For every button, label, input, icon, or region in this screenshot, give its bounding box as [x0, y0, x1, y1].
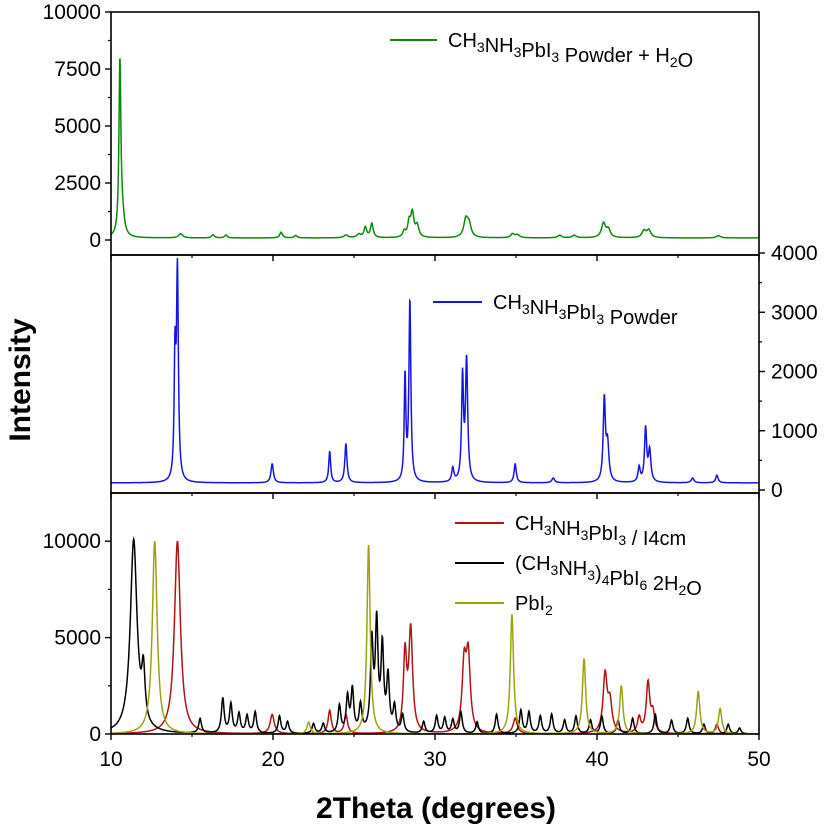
series-line-bottom-2 — [111, 541, 759, 734]
series-line-bottom-0 — [111, 541, 759, 734]
y-tick-label-middle-2: 2000 — [771, 361, 818, 384]
series-line-bottom-1 — [111, 536, 759, 734]
legend-label-bottom-1: (CH3NH3)4PbI6 2H2O — [515, 553, 702, 600]
x-tick-label-2: 30 — [423, 748, 446, 771]
y-tick-label-bottom-1: 5000 — [54, 627, 101, 650]
x-tick-label-3: 40 — [585, 748, 608, 771]
legend-label-top-0: CH3NH3PbI3 Powder + H2O — [448, 30, 693, 72]
y-tick-label-middle-0: 0 — [771, 479, 783, 502]
y-tick-label-middle-1: 1000 — [771, 420, 818, 443]
panel-bottom: 0 5000 10000 CH3NH3PbI3 / I4cm(CH3NH3)4PbI6… — [43, 492, 760, 746]
x-tick-label-4: 50 — [747, 748, 770, 771]
legend-label-bottom-2: PbI2 — [515, 593, 553, 618]
y-tick-label-top-3: 7500 — [54, 58, 101, 81]
y-axis-title: Intensity — [4, 318, 37, 442]
x-axis-title: 2Theta (degrees) — [316, 792, 556, 825]
y-tick-label-middle-3: 3000 — [771, 301, 818, 324]
y-tick-label-top-0: 0 — [89, 229, 101, 252]
y-tick-label-bottom-0: 0 — [89, 723, 101, 746]
legend-label-bottom-0: CH3NH3PbI3 / I4cm — [515, 513, 686, 550]
y-tick-label-middle-4: 4000 — [771, 242, 818, 265]
y-tick-label-top-2: 5000 — [54, 115, 101, 138]
x-tick-label-1: 20 — [261, 748, 284, 771]
y-tick-label-top-1: 2500 — [54, 172, 101, 195]
panel-frame-middle — [110, 254, 760, 494]
x-tick-label-0: 10 — [99, 748, 122, 771]
y-tick-label-bottom-2: 10000 — [43, 530, 101, 553]
series-line-middle-0 — [111, 257, 759, 484]
series-line-top-0 — [111, 58, 759, 239]
legend-label-middle-0: CH3NH3PbI3 Powder — [493, 292, 678, 329]
panel-top: 0 2500 5000 7500 10000 CH3NH3PbI3 Powder + H2… — [43, 1, 760, 261]
panel-middle: 0 1000 2000 3000 4000 CH3NH3PbI3 Powder — [110, 242, 818, 502]
y-tick-label-top-4: 10000 — [43, 1, 101, 24]
